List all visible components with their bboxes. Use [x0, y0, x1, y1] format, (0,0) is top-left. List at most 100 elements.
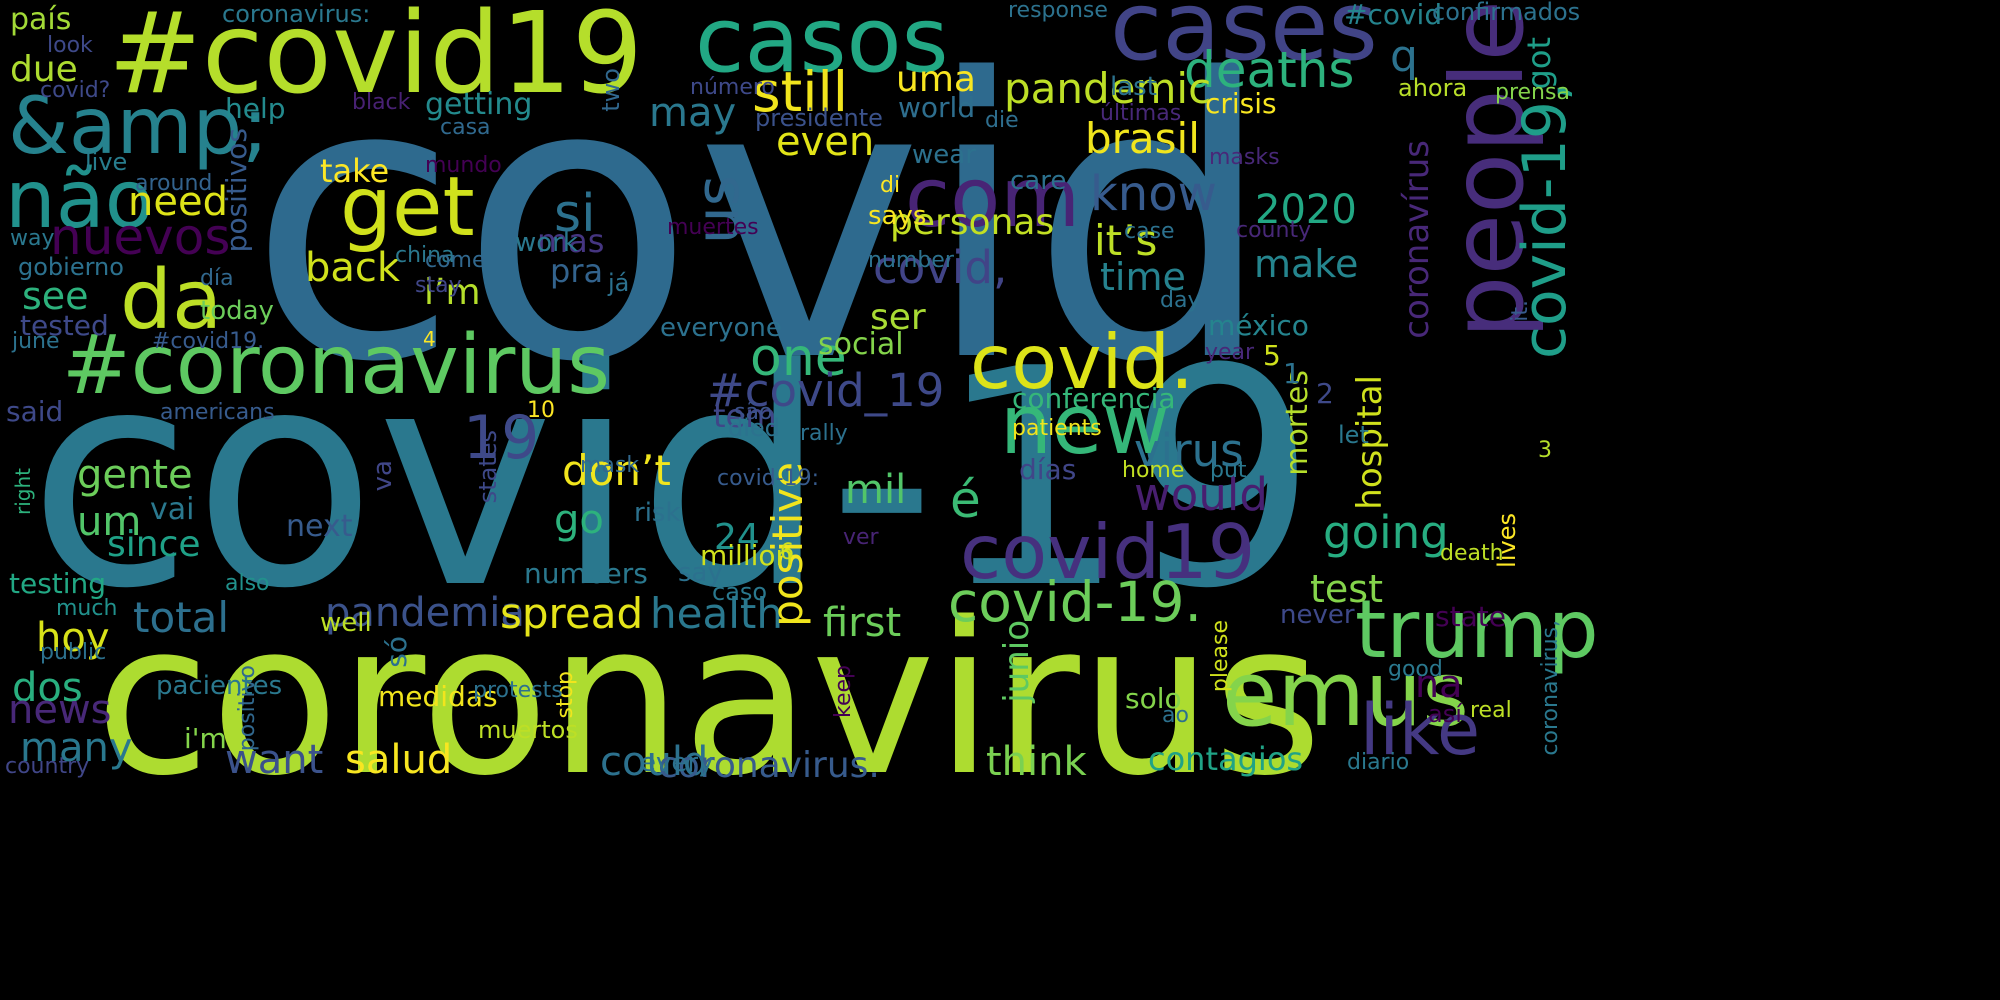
cloud-word: presidente: [755, 104, 883, 132]
cloud-word: country: [5, 754, 90, 779]
cloud-word: need: [128, 179, 228, 225]
cloud-word: public: [40, 640, 107, 665]
cloud-word: número: [690, 75, 775, 100]
cloud-word: positivos: [220, 128, 253, 253]
cloud-word: day: [1160, 288, 1201, 313]
cloud-word: emus: [1222, 642, 1469, 747]
cloud-word: due: [10, 49, 78, 90]
cloud-word: tested: [20, 309, 109, 342]
cloud-word: méxico: [1208, 309, 1309, 342]
cloud-word: um: [77, 499, 142, 545]
cloud-word: #coronavirus: [62, 318, 610, 413]
cloud-word: conferencia: [1012, 382, 1176, 415]
cloud-word: next: [286, 509, 353, 544]
cloud-word: #covid: [1344, 0, 1443, 31]
cloud-word: pra: [550, 252, 604, 290]
cloud-word: like: [1360, 689, 1481, 771]
cloud-word: covid-19: [28, 305, 1318, 654]
cloud-word: would: [1134, 468, 1268, 521]
cloud-word: say: [678, 558, 723, 588]
cloud-word: medidas: [378, 680, 498, 713]
cloud-word: rally: [800, 421, 848, 446]
cloud-word: die: [985, 108, 1019, 133]
cloud-word: caso: [712, 578, 768, 606]
cloud-word: contagios: [1148, 740, 1304, 778]
cloud-word: stay: [415, 273, 462, 298]
cloud-word: ver: [843, 525, 879, 550]
cloud-word: also: [225, 571, 270, 596]
cloud-word: día: [200, 266, 234, 291]
cloud-word: put: [1210, 458, 1247, 483]
cloud-word: já: [608, 269, 630, 297]
cloud-word: confirmados: [1432, 0, 1581, 26]
cloud-word: covid-19:: [717, 466, 819, 491]
cloud-word: every: [640, 748, 714, 778]
cloud-word: 1: [1283, 357, 1301, 390]
cloud-word: na: [1415, 662, 1463, 706]
cloud-word: may: [649, 90, 737, 136]
cloud-word: i'm: [184, 722, 227, 755]
cloud-word: see: [22, 274, 89, 318]
cloud-word: coronavirus: [95, 577, 1323, 822]
cloud-word: says: [868, 201, 927, 231]
cloud-word: 5: [1263, 339, 1281, 372]
cloud-word: numbers: [524, 557, 648, 590]
cloud-word: é: [950, 471, 981, 529]
cloud-word: americans: [160, 400, 275, 425]
cloud-word: news: [8, 687, 112, 733]
cloud-word: today: [200, 296, 274, 326]
cloud-word: risk: [634, 498, 681, 528]
cloud-word: way: [10, 226, 55, 251]
cloud-word: don’t: [562, 446, 671, 495]
cloud-word: não: [5, 153, 154, 246]
cloud-word: first: [823, 600, 902, 646]
cloud-word: mil: [845, 467, 907, 513]
cloud-word: 6: [780, 540, 794, 565]
cloud-word: take: [320, 152, 390, 190]
cloud-word: hoy: [36, 615, 110, 661]
cloud-word: getting: [425, 87, 533, 122]
cloud-word: county: [1236, 218, 1312, 243]
cloud-word: response: [1008, 0, 1108, 23]
cloud-word: still: [752, 60, 849, 124]
cloud-word: brasil: [1085, 114, 1200, 163]
cloud-word: covid19: [960, 508, 1256, 596]
cloud-word: 3: [1538, 438, 1552, 463]
cloud-word: gente: [77, 452, 193, 498]
cloud-word: muertes: [667, 215, 759, 240]
cloud-word: back: [305, 245, 401, 291]
cloud-word: live: [85, 148, 128, 176]
cloud-word: mask: [580, 453, 640, 478]
cloud-word: casos: [695, 0, 949, 93]
cloud-word: work: [515, 228, 578, 258]
cloud-word: q: [1390, 31, 1418, 82]
cloud-word: muertos: [478, 716, 578, 744]
cloud-word: come: [425, 248, 486, 273]
cloud-word: covid?: [40, 78, 111, 103]
cloud-word: diario: [1347, 750, 1410, 775]
cloud-word: died: [728, 414, 780, 442]
cloud-word: #covid19.: [152, 329, 265, 354]
cloud-word: black: [352, 90, 411, 115]
cloud-word: crisis: [1205, 87, 1277, 120]
cloud-word: think: [986, 739, 1087, 785]
cloud-word: state: [1435, 600, 1506, 633]
cloud-word: last: [1110, 72, 1157, 102]
cloud-word: i’m: [424, 272, 481, 313]
cloud-word: keep: [831, 665, 856, 718]
cloud-word: 10: [527, 398, 555, 423]
cloud-word: june: [12, 329, 60, 354]
cloud-word: real: [1470, 698, 1512, 723]
cloud-word: vai: [150, 492, 195, 527]
cloud-word: só: [380, 636, 413, 668]
cloud-word: china: [395, 243, 455, 268]
cloud-word: ahora: [1398, 74, 1468, 102]
cloud-word: trump: [1355, 583, 1599, 676]
cloud-word: virus: [1134, 424, 1244, 477]
cloud-word: look: [47, 33, 93, 58]
cloud-word: covid,: [873, 241, 1008, 294]
cloud-word: let: [1338, 421, 1369, 449]
cloud-word: could: [600, 739, 709, 785]
cloud-word: 2: [1316, 377, 1334, 410]
